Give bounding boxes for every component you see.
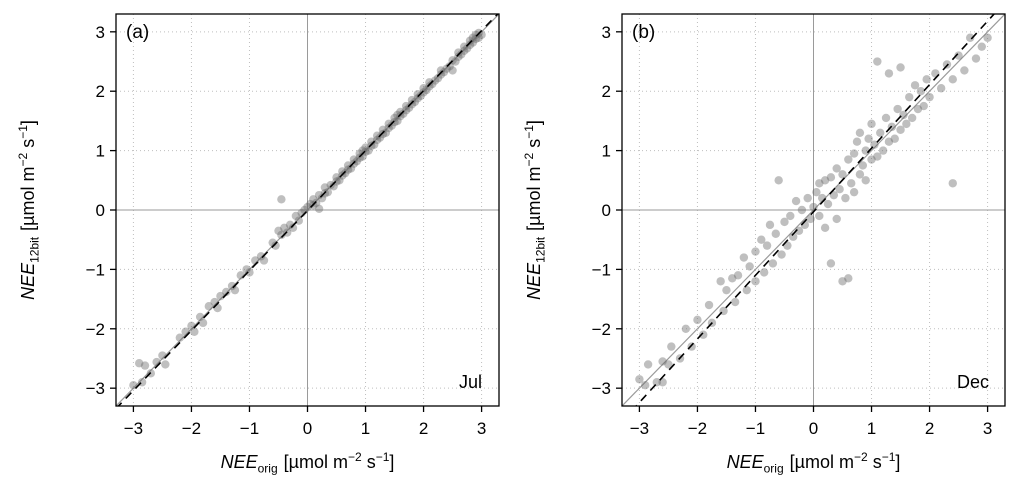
panel-b-tag: (b) [632, 22, 656, 43]
svg-text:0: 0 [96, 201, 105, 220]
svg-text:3: 3 [602, 23, 611, 42]
svg-text:3: 3 [983, 419, 992, 438]
svg-text:2: 2 [96, 82, 105, 101]
svg-text:−1: −1 [592, 260, 611, 279]
panel-a-x-axis-title: NEEorig [µmol m−2 s−1] [116, 450, 499, 476]
x-axis-units: [µmol m−2 s−1] [283, 450, 395, 472]
svg-text:−3: −3 [86, 379, 105, 398]
svg-text:2: 2 [925, 419, 934, 438]
panel-a-plot: −3 −3 −2 −2 −1 −1 0 0 1 1 2 2 3 3 [86, 13, 500, 438]
svg-text:−1: −1 [746, 419, 765, 438]
x-axis-subscript: orig [257, 461, 278, 476]
svg-text:−3: −3 [592, 379, 611, 398]
svg-text:1: 1 [361, 419, 370, 438]
svg-text:−2: −2 [182, 419, 201, 438]
panel-a-y-axis-title: NEE12bit [µmol m−2 s−1] [16, 14, 44, 406]
svg-text:−2: −2 [592, 320, 611, 339]
svg-text:−3: −3 [630, 419, 649, 438]
panel-a-month-label: Jul [458, 372, 482, 392]
y-axis-subscript: 12bit [533, 236, 548, 263]
panel-a: −3 −3 −2 −2 −1 −1 0 0 1 1 2 2 3 3 (a) Jul NEEorig [µmo… [0, 0, 506, 504]
svg-text:1: 1 [867, 419, 876, 438]
y-axis-units: [µmol m−2 s−1] [16, 120, 38, 231]
svg-text:−2: −2 [86, 320, 105, 339]
svg-text:0: 0 [303, 419, 312, 438]
x-axis-variable: NEE [220, 452, 258, 472]
svg-text:1: 1 [602, 142, 611, 161]
svg-text:3: 3 [477, 419, 486, 438]
y-axis-subscript: 12bit [27, 236, 42, 263]
panel-a-tag: (a) [126, 22, 150, 43]
svg-text:−1: −1 [240, 419, 259, 438]
panel-b: −3 −3 −2 −2 −1 −1 0 0 1 1 2 2 3 3 (b) Dec NEEorig [µmo… [506, 0, 1013, 504]
y-axis-variable: NEE [524, 262, 544, 300]
panel-b-y-axis-title: NEE12bit [µmol m−2 s−1] [522, 14, 550, 406]
svg-text:0: 0 [809, 419, 818, 438]
svg-text:0: 0 [602, 201, 611, 220]
x-axis-subscript: orig [763, 461, 784, 476]
svg-text:2: 2 [602, 82, 611, 101]
svg-text:−1: −1 [86, 260, 105, 279]
svg-text:−3: −3 [124, 419, 143, 438]
y-axis-variable: NEE [18, 262, 38, 300]
y-axis-units: [µmol m−2 s−1] [522, 120, 544, 231]
panel-b-plot: −3 −3 −2 −2 −1 −1 0 0 1 1 2 2 3 3 [592, 13, 1006, 438]
panel-b-month-label: Dec [956, 372, 989, 392]
svg-text:2: 2 [419, 419, 428, 438]
panel-b-x-axis-title: NEEorig [µmol m−2 s−1] [622, 450, 1005, 476]
svg-text:1: 1 [96, 142, 105, 161]
x-axis-variable: NEE [726, 452, 764, 472]
svg-text:3: 3 [96, 23, 105, 42]
svg-text:−2: −2 [688, 419, 707, 438]
x-axis-units: [µmol m−2 s−1] [789, 450, 901, 472]
